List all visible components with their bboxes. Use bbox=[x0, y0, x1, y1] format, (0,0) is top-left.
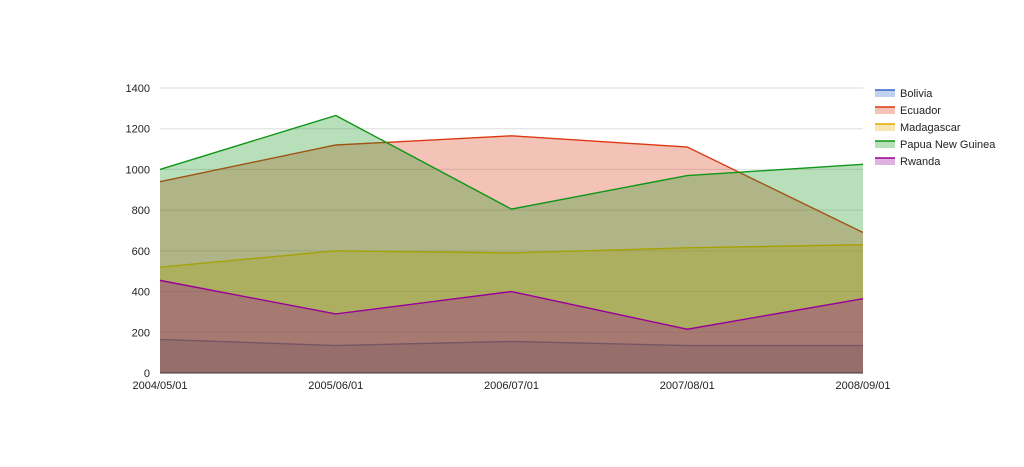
axes: 0 200 400 600 800 1000 1200 1400 2004/05/01 2005/… bbox=[126, 83, 891, 392]
legend-label-bolivia: Bolivia bbox=[900, 88, 933, 100]
legend-swatch-ecuador bbox=[875, 107, 895, 114]
line-bolivia bbox=[159, 338, 863, 347]
area-papua-new-guinea bbox=[160, 115, 863, 373]
y-tick-label: 600 bbox=[132, 246, 150, 258]
legend-swatch-madagascar bbox=[875, 124, 895, 131]
legend-label-papua-new-guinea: Papua New Guinea bbox=[900, 139, 996, 151]
y-tick-label: 400 bbox=[132, 287, 150, 299]
line-ecuador bbox=[159, 135, 864, 234]
legend: Bolivia Ecuador Madagascar Papua New Guinea… bbox=[875, 88, 996, 168]
line-rwanda bbox=[159, 279, 864, 330]
y-tick-label: 800 bbox=[132, 205, 150, 217]
x-tick-label: 2005/06/01 bbox=[308, 380, 363, 392]
x-tick-label: 2004/05/01 bbox=[132, 380, 187, 392]
x-tick-label: 2007/08/01 bbox=[660, 380, 715, 392]
legend-swatch-papua-new-guinea bbox=[875, 141, 895, 148]
area-bolivia bbox=[160, 339, 863, 373]
line-madagascar bbox=[159, 244, 864, 268]
legend-label-rwanda: Rwanda bbox=[900, 156, 941, 168]
legend-label-madagascar: Madagascar bbox=[900, 122, 961, 134]
area-rwanda bbox=[160, 280, 863, 373]
y-tick-label: 1000 bbox=[126, 164, 150, 176]
y-tick-label: 200 bbox=[132, 327, 150, 339]
line-papua-new-guinea bbox=[159, 114, 864, 210]
gridlines bbox=[160, 87, 863, 333]
legend-label-ecuador: Ecuador bbox=[900, 105, 941, 117]
legend-swatch-rwanda bbox=[875, 158, 895, 165]
x-tick-label: 2008/09/01 bbox=[835, 380, 890, 392]
y-tick-label: 1400 bbox=[126, 83, 150, 95]
series-areas bbox=[159, 114, 864, 373]
x-tick-label: 2006/07/01 bbox=[484, 380, 539, 392]
legend-swatch-bolivia bbox=[875, 90, 895, 97]
area-madagascar bbox=[160, 244, 863, 373]
y-tick-label: 1200 bbox=[126, 124, 150, 136]
y-tick-label: 0 bbox=[144, 368, 150, 380]
